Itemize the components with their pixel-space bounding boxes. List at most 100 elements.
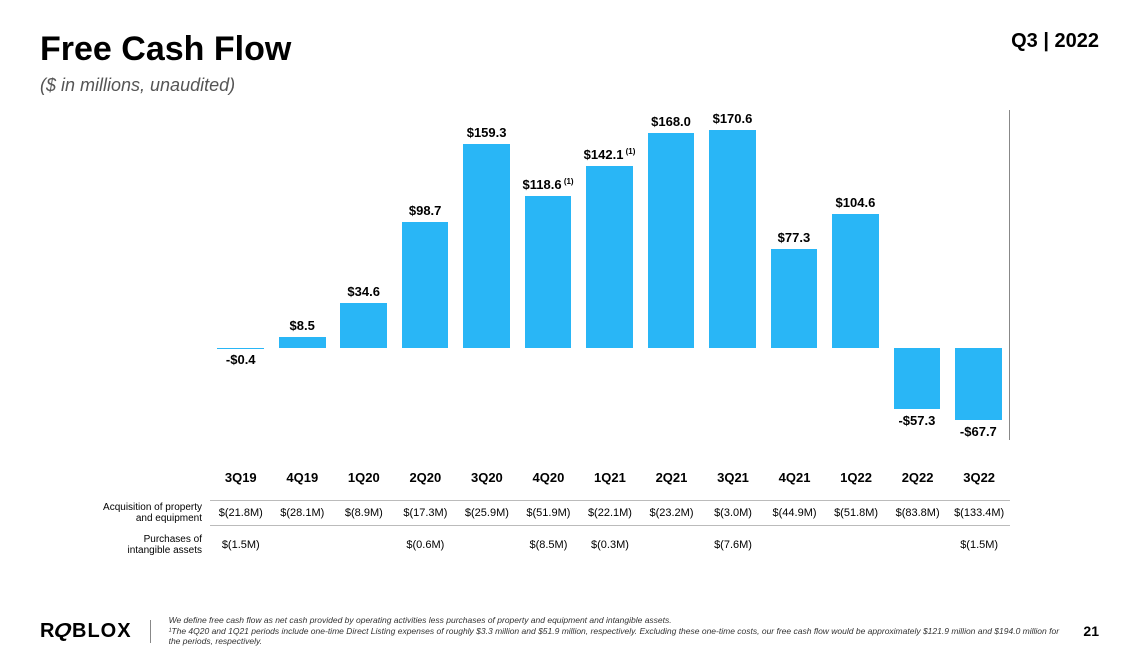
category-axis: 3Q194Q191Q202Q203Q204Q201Q212Q213Q214Q21… — [210, 470, 1010, 485]
bar-rect — [955, 348, 1002, 420]
table-cell — [825, 539, 887, 551]
table-cell — [333, 539, 395, 551]
period-label: Q3 | 2022 — [1011, 30, 1099, 53]
row-cells: $(21.8M)$(28.1M)$(8.9M)$(17.3M)$(25.9M)$… — [210, 500, 1010, 526]
bar-column: $8.5 — [271, 110, 332, 440]
bar-value-label: $104.6 — [825, 195, 886, 210]
footnote-2: ¹The 4Q20 and 1Q21 periods include one-t… — [169, 626, 1064, 647]
bar-value-label: $142.1 (1) — [579, 147, 640, 162]
bar-column: $159.3 — [456, 110, 517, 440]
table-cell: $(21.8M) — [210, 507, 272, 519]
table-cell: $(28.1M) — [272, 507, 334, 519]
bar-rect — [217, 348, 264, 349]
table-cell — [887, 539, 949, 551]
bar-value-label: -$67.7 — [948, 424, 1009, 439]
table-cell: $(44.9M) — [764, 507, 826, 519]
roblox-logo: RQBLOX — [40, 620, 151, 643]
category-label: 2Q21 — [641, 470, 703, 485]
bar-column: $98.7 — [394, 110, 455, 440]
bar-rect — [771, 249, 818, 348]
category-label: 4Q21 — [764, 470, 826, 485]
category-label: 3Q20 — [456, 470, 518, 485]
category-label: 2Q22 — [887, 470, 949, 485]
row-cells: $(1.5M) $(0.6M) $(8.5M)$(0.3M) $(7.6M) $(1.5… — [210, 533, 1010, 557]
bar-rect — [832, 214, 879, 347]
table-cell: $(3.0M) — [702, 507, 764, 519]
bar-column: $170.6 — [702, 110, 763, 440]
table-cell: $(22.1M) — [579, 507, 641, 519]
bar-value-label: $77.3 — [763, 230, 824, 245]
bar-column: $142.1 (1) — [579, 110, 640, 440]
bar-value-label: $8.5 — [271, 318, 332, 333]
bar-rect — [709, 130, 756, 348]
table-cell: $(8.5M) — [518, 539, 580, 551]
data-table: Acquisition of property and equipment$(2… — [100, 497, 1010, 561]
category-label: 3Q22 — [948, 470, 1010, 485]
bar-rect — [894, 348, 941, 409]
table-cell — [764, 539, 826, 551]
bar-container: -$0.4 $8.5 $34.6 $98.7 $159.3 $118.6 (1)$142.… — [210, 110, 1009, 440]
bar-column: $118.6 (1) — [517, 110, 578, 440]
bar-rect — [648, 133, 695, 347]
table-cell: $(17.3M) — [395, 507, 457, 519]
bar-rect — [463, 144, 510, 347]
table-cell — [272, 539, 334, 551]
category-label: 1Q20 — [333, 470, 395, 485]
bar-column: -$0.4 — [210, 110, 271, 440]
footer: RQBLOX We define free cash flow as net c… — [40, 615, 1099, 647]
table-cell: $(133.4M) — [948, 507, 1010, 519]
table-row: Acquisition of property and equipment$(2… — [100, 497, 1010, 529]
table-cell: $(1.5M) — [948, 539, 1010, 551]
category-label: 4Q19 — [272, 470, 334, 485]
bar-column: $168.0 — [640, 110, 701, 440]
category-label: 2Q20 — [395, 470, 457, 485]
table-cell: $(25.9M) — [456, 507, 518, 519]
category-label: 4Q20 — [518, 470, 580, 485]
bar-rect — [586, 166, 633, 347]
table-cell: $(51.8M) — [825, 507, 887, 519]
bar-value-label: $170.6 — [702, 111, 763, 126]
bar-value-label: $98.7 — [394, 203, 455, 218]
bar-rect — [279, 337, 326, 348]
bar-label-superscript: (1) — [562, 177, 574, 186]
category-label: 3Q19 — [210, 470, 272, 485]
bar-label-superscript: (1) — [623, 147, 635, 156]
table-cell: $(0.6M) — [395, 539, 457, 551]
page-number: 21 — [1063, 623, 1099, 639]
bar-value-label: $159.3 — [456, 125, 517, 140]
bar-value-label: $118.6 (1) — [517, 177, 578, 192]
footnotes: We define free cash flow as net cash pro… — [151, 615, 1064, 647]
category-label: 1Q21 — [579, 470, 641, 485]
category-label: 3Q21 — [702, 470, 764, 485]
bar-rect — [340, 303, 387, 347]
table-cell: $(51.9M) — [518, 507, 580, 519]
fcf-bar-chart: -$0.4 $8.5 $34.6 $98.7 $159.3 $118.6 (1)$142.… — [210, 110, 1010, 440]
row-label: Purchases of intangible assets — [100, 534, 210, 557]
row-label: Acquisition of property and equipment — [100, 502, 210, 525]
bar-value-label: $34.6 — [333, 284, 394, 299]
bar-column: -$67.7 — [948, 110, 1009, 440]
bar-column: $77.3 — [763, 110, 824, 440]
table-cell: $(8.9M) — [333, 507, 395, 519]
bar-column: -$57.3 — [886, 110, 947, 440]
table-cell: $(83.8M) — [887, 507, 949, 519]
bar-value-label: -$57.3 — [886, 413, 947, 428]
slide-root: Q3 | 2022 Free Cash Flow ($ in millions,… — [0, 0, 1139, 667]
footnote-1: We define free cash flow as net cash pro… — [169, 615, 1064, 626]
page-subtitle: ($ in millions, unaudited) — [40, 75, 1099, 96]
category-label: 1Q22 — [825, 470, 887, 485]
bar-column: $34.6 — [333, 110, 394, 440]
table-cell: $(23.2M) — [641, 507, 703, 519]
page-title: Free Cash Flow — [40, 30, 1099, 69]
bar-column: $104.6 — [825, 110, 886, 440]
table-cell: $(7.6M) — [702, 539, 764, 551]
bar-value-label: $168.0 — [640, 114, 701, 129]
table-cell — [456, 539, 518, 551]
bar-value-label: -$0.4 — [210, 352, 271, 367]
table-cell — [641, 539, 703, 551]
bar-rect — [402, 222, 449, 348]
table-cell: $(0.3M) — [579, 539, 641, 551]
bar-rect — [525, 196, 572, 347]
logo-text-right: BLOX — [72, 620, 132, 642]
table-cell: $(1.5M) — [210, 539, 272, 551]
